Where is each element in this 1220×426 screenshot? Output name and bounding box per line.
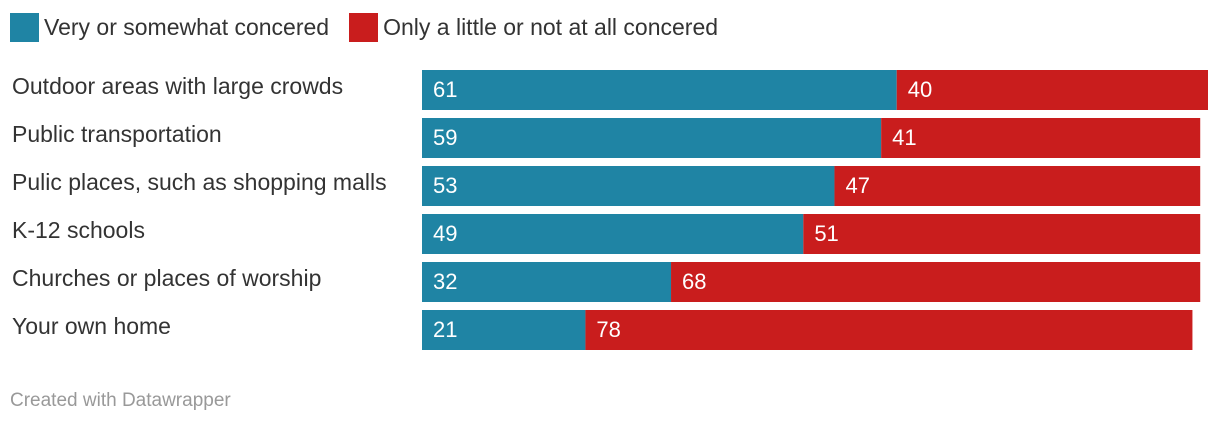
row-label: Your own home [12,313,171,339]
datawrapper-credit: Created with Datawrapper [10,390,231,411]
legend-swatch-not-concerned [349,12,379,42]
bar-value-label: 21 [433,317,457,342]
legend-item-not-concerned: Only a little or not at all concered [349,12,719,42]
bar-value-label: 32 [433,269,457,294]
bar-value-label: 40 [908,77,932,102]
bar-value-label: 53 [433,173,457,198]
legend-swatch-concerned [10,12,39,42]
row-label: Pulic places, such as shopping malls [12,169,387,195]
bar-segment-concerned [422,166,835,206]
bar-value-label: 41 [892,125,916,150]
legend-label-not-concerned: Only a little or not at all concered [383,13,719,40]
bar-segment-concerned [422,262,672,302]
bar-segment-not-concerned [671,262,1201,302]
bar-segment-concerned [422,118,882,158]
row-label: Churches or places of worship [12,265,321,291]
bar-segment-concerned [422,310,586,350]
bar-value-label: 78 [596,317,620,342]
bar-value-label: 59 [433,125,457,150]
bar-segment-not-concerned [834,166,1201,206]
bar-segment-concerned [422,214,804,254]
row-label: K-12 schools [12,217,145,243]
legend-label-concerned: Very or somewhat concered [44,13,330,40]
legend: Very or somewhat concered Only a little … [10,12,738,42]
bar-value-label: 51 [814,221,838,246]
bar-segment-concerned [422,70,897,110]
bar-value-label: 61 [433,77,457,102]
bar-value-label: 68 [682,269,706,294]
row-label: Public transportation [12,121,222,147]
bar-value-label: 49 [433,221,457,246]
bar-segment-not-concerned [585,310,1193,350]
bar-segment-not-concerned [896,70,1208,110]
legend-item-concerned: Very or somewhat concered [10,12,330,42]
stacked-bar-chart: Outdoor areas with large crowds 61 40 Publi… [12,70,1208,350]
bar-segment-not-concerned [803,214,1201,254]
row-label: Outdoor areas with large crowds [12,73,343,99]
bar-segment-not-concerned [881,118,1201,158]
bar-value-label: 47 [845,173,869,198]
